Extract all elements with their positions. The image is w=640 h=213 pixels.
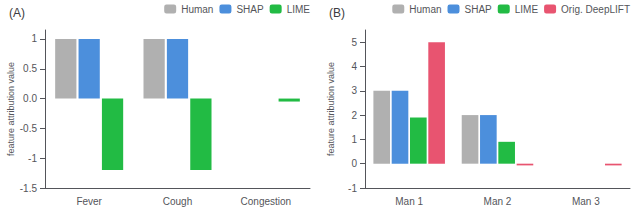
svg-text:Congestion: Congestion [241,196,292,207]
svg-text:3: 3 [351,85,357,96]
svg-text:SHAP: SHAP [465,4,493,15]
svg-text:(A): (A) [9,6,25,20]
svg-text:LIME: LIME [287,4,311,15]
svg-text:1: 1 [351,134,357,145]
svg-text:-1: -1 [28,153,37,164]
svg-text:SHAP: SHAP [236,4,264,15]
svg-text:4: 4 [351,61,357,72]
svg-text:Human: Human [181,4,213,15]
svg-text:Human: Human [409,4,441,15]
svg-text:Man 1: Man 1 [395,196,423,207]
svg-text:Cough: Cough [163,196,192,207]
svg-text:1: 1 [31,33,37,44]
svg-text:feature attribution value: feature attribution value [6,62,16,156]
svg-text:feature attribution value: feature attribution value [326,62,336,156]
svg-text:5: 5 [351,37,357,48]
svg-text:-0.5: -0.5 [20,123,38,134]
svg-text:-1: -1 [348,183,357,194]
svg-text:(B): (B) [329,6,345,20]
svg-text:Fever: Fever [76,196,102,207]
svg-text:Orig. DeepLIFT: Orig. DeepLIFT [561,4,630,15]
svg-text:Man 2: Man 2 [484,196,512,207]
svg-text:LIME: LIME [515,4,539,15]
svg-text:2: 2 [351,110,357,121]
svg-text:Man 3: Man 3 [572,196,600,207]
svg-text:0.0: 0.0 [23,93,37,104]
svg-text:0: 0 [351,158,357,169]
svg-text:0.5: 0.5 [23,63,37,74]
svg-text:-1.5: -1.5 [20,183,38,194]
